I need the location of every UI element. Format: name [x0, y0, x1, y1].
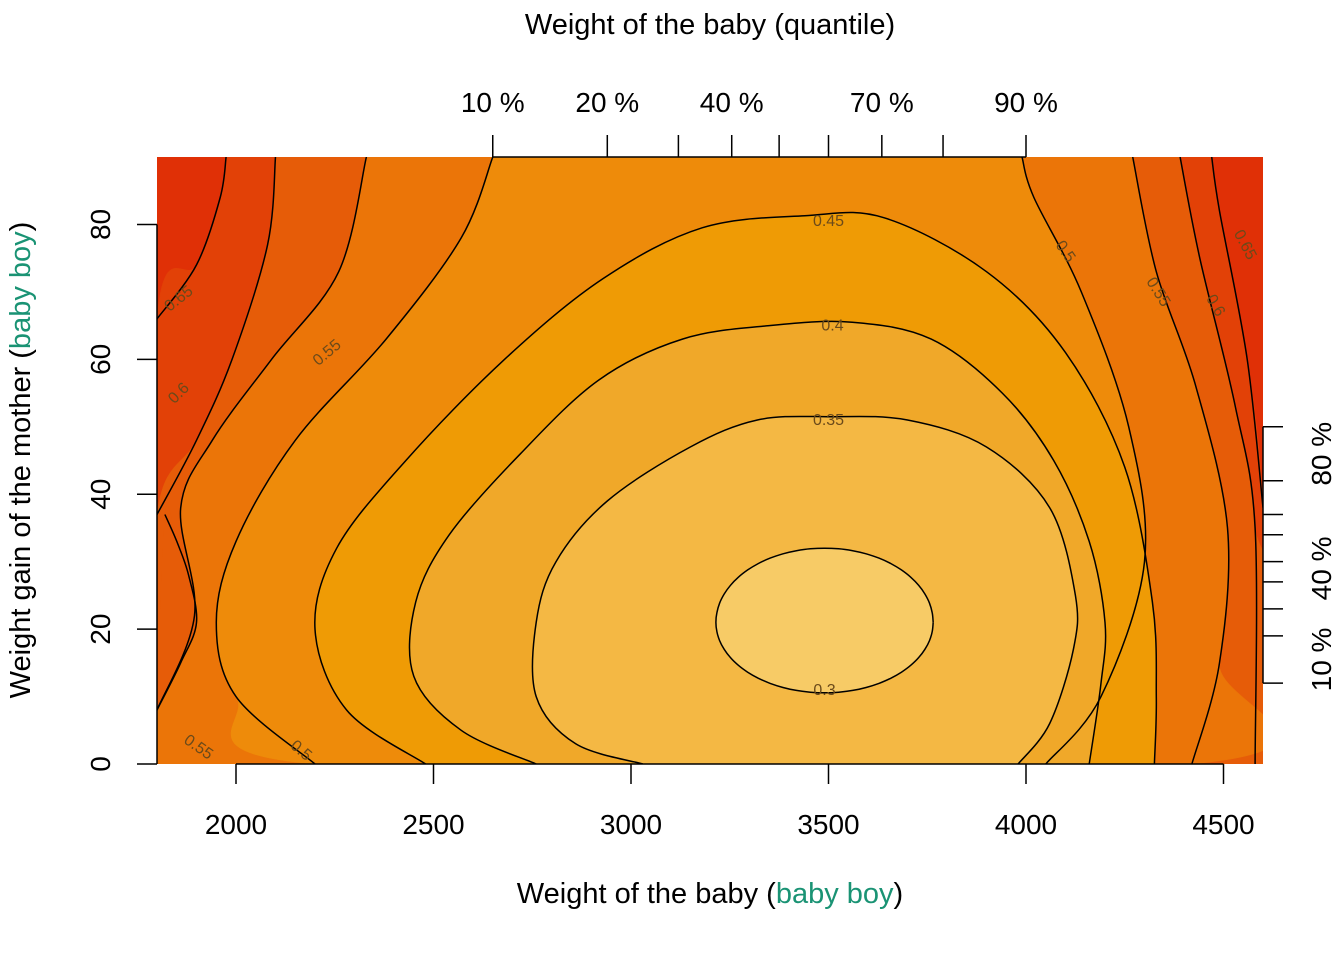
contour-line-cL50 — [215, 157, 494, 764]
contour-label: 0.45 — [813, 213, 844, 230]
y-tick-label: 40 — [85, 479, 116, 510]
x-axis: 2000 2500 3000 3500 4000 4500 — [205, 763, 1255, 840]
y-axis: 0 20 40 60 80 — [85, 209, 158, 772]
x-axis-title: Weight of the baby (baby boy) — [517, 878, 903, 910]
contour-label: 0.4 — [821, 318, 843, 335]
y-tick-label: 80 — [85, 209, 116, 240]
top-quantile-axis: 10 % 20 % 40 % 70 % 90 % — [461, 87, 1058, 158]
contour-line-cL65 — [157, 157, 227, 320]
contour-line-cR65 — [1210, 157, 1263, 508]
top-tick-label: 40 % — [700, 87, 764, 118]
y-axis-title: Weight gain of the mother (baby boy) — [5, 222, 37, 699]
top-tick-label: 20 % — [575, 87, 639, 118]
plot-area — [157, 157, 1263, 764]
right-quantile-axis: 80 % 40 % 10 % — [1262, 422, 1337, 692]
contour-line-c45 — [314, 211, 1158, 764]
x-tick-label: 4500 — [1192, 809, 1254, 840]
top-tick-label: 70 % — [850, 87, 914, 118]
y-tick-label: 60 — [85, 344, 116, 375]
contour-label-text: 0.35 — [813, 412, 844, 429]
contour-line-cR50 — [1021, 157, 1147, 764]
top-axis-title: Weight of the baby (quantile) — [525, 9, 895, 41]
right-tick-label: 80 % — [1306, 422, 1337, 486]
contour-line-cR60 — [1179, 157, 1258, 764]
y-tick-label: 0 — [85, 756, 116, 772]
x-axis-title-prefix: Weight of the baby ( — [517, 878, 776, 910]
contour-lines — [157, 157, 1263, 764]
contour-label: 0.35 — [813, 412, 844, 429]
contour-label-text: 0.4 — [821, 318, 843, 335]
contour-fills — [157, 157, 1263, 764]
right-tick-label: 10 % — [1306, 628, 1337, 692]
contour-line-cR55 — [1131, 157, 1230, 764]
contour-line-c35 — [531, 415, 1079, 764]
top-tick-label: 10 % — [461, 87, 525, 118]
contour-label-text: 0.45 — [813, 213, 844, 230]
contour-label-text: 0.3 — [813, 682, 835, 699]
x-axis-title-highlight: baby boy — [776, 878, 894, 910]
y-axis-title-highlight: baby boy — [5, 231, 37, 349]
x-tick-label: 3500 — [797, 809, 859, 840]
x-tick-label: 2500 — [402, 809, 464, 840]
right-tick-label: 40 % — [1306, 536, 1337, 600]
contour-line-cL60 — [157, 157, 277, 515]
y-axis-title-prefix: Weight gain of the mother ( — [5, 349, 37, 699]
contour-line-c40 — [408, 320, 1107, 764]
y-tick-label: 20 — [85, 614, 116, 645]
contour-line-c30 — [715, 547, 934, 694]
top-tick-label: 90 % — [994, 87, 1058, 118]
contour-line-cL55 — [157, 157, 368, 711]
y-axis-title-suffix: ) — [5, 222, 37, 232]
x-tick-label: 3000 — [600, 809, 662, 840]
contour-label: 0.3 — [813, 682, 835, 699]
x-tick-label: 4000 — [995, 809, 1057, 840]
x-axis-title-suffix: ) — [894, 878, 904, 910]
x-tick-label: 2000 — [205, 809, 267, 840]
contour-line-cL55b — [157, 514, 198, 711]
